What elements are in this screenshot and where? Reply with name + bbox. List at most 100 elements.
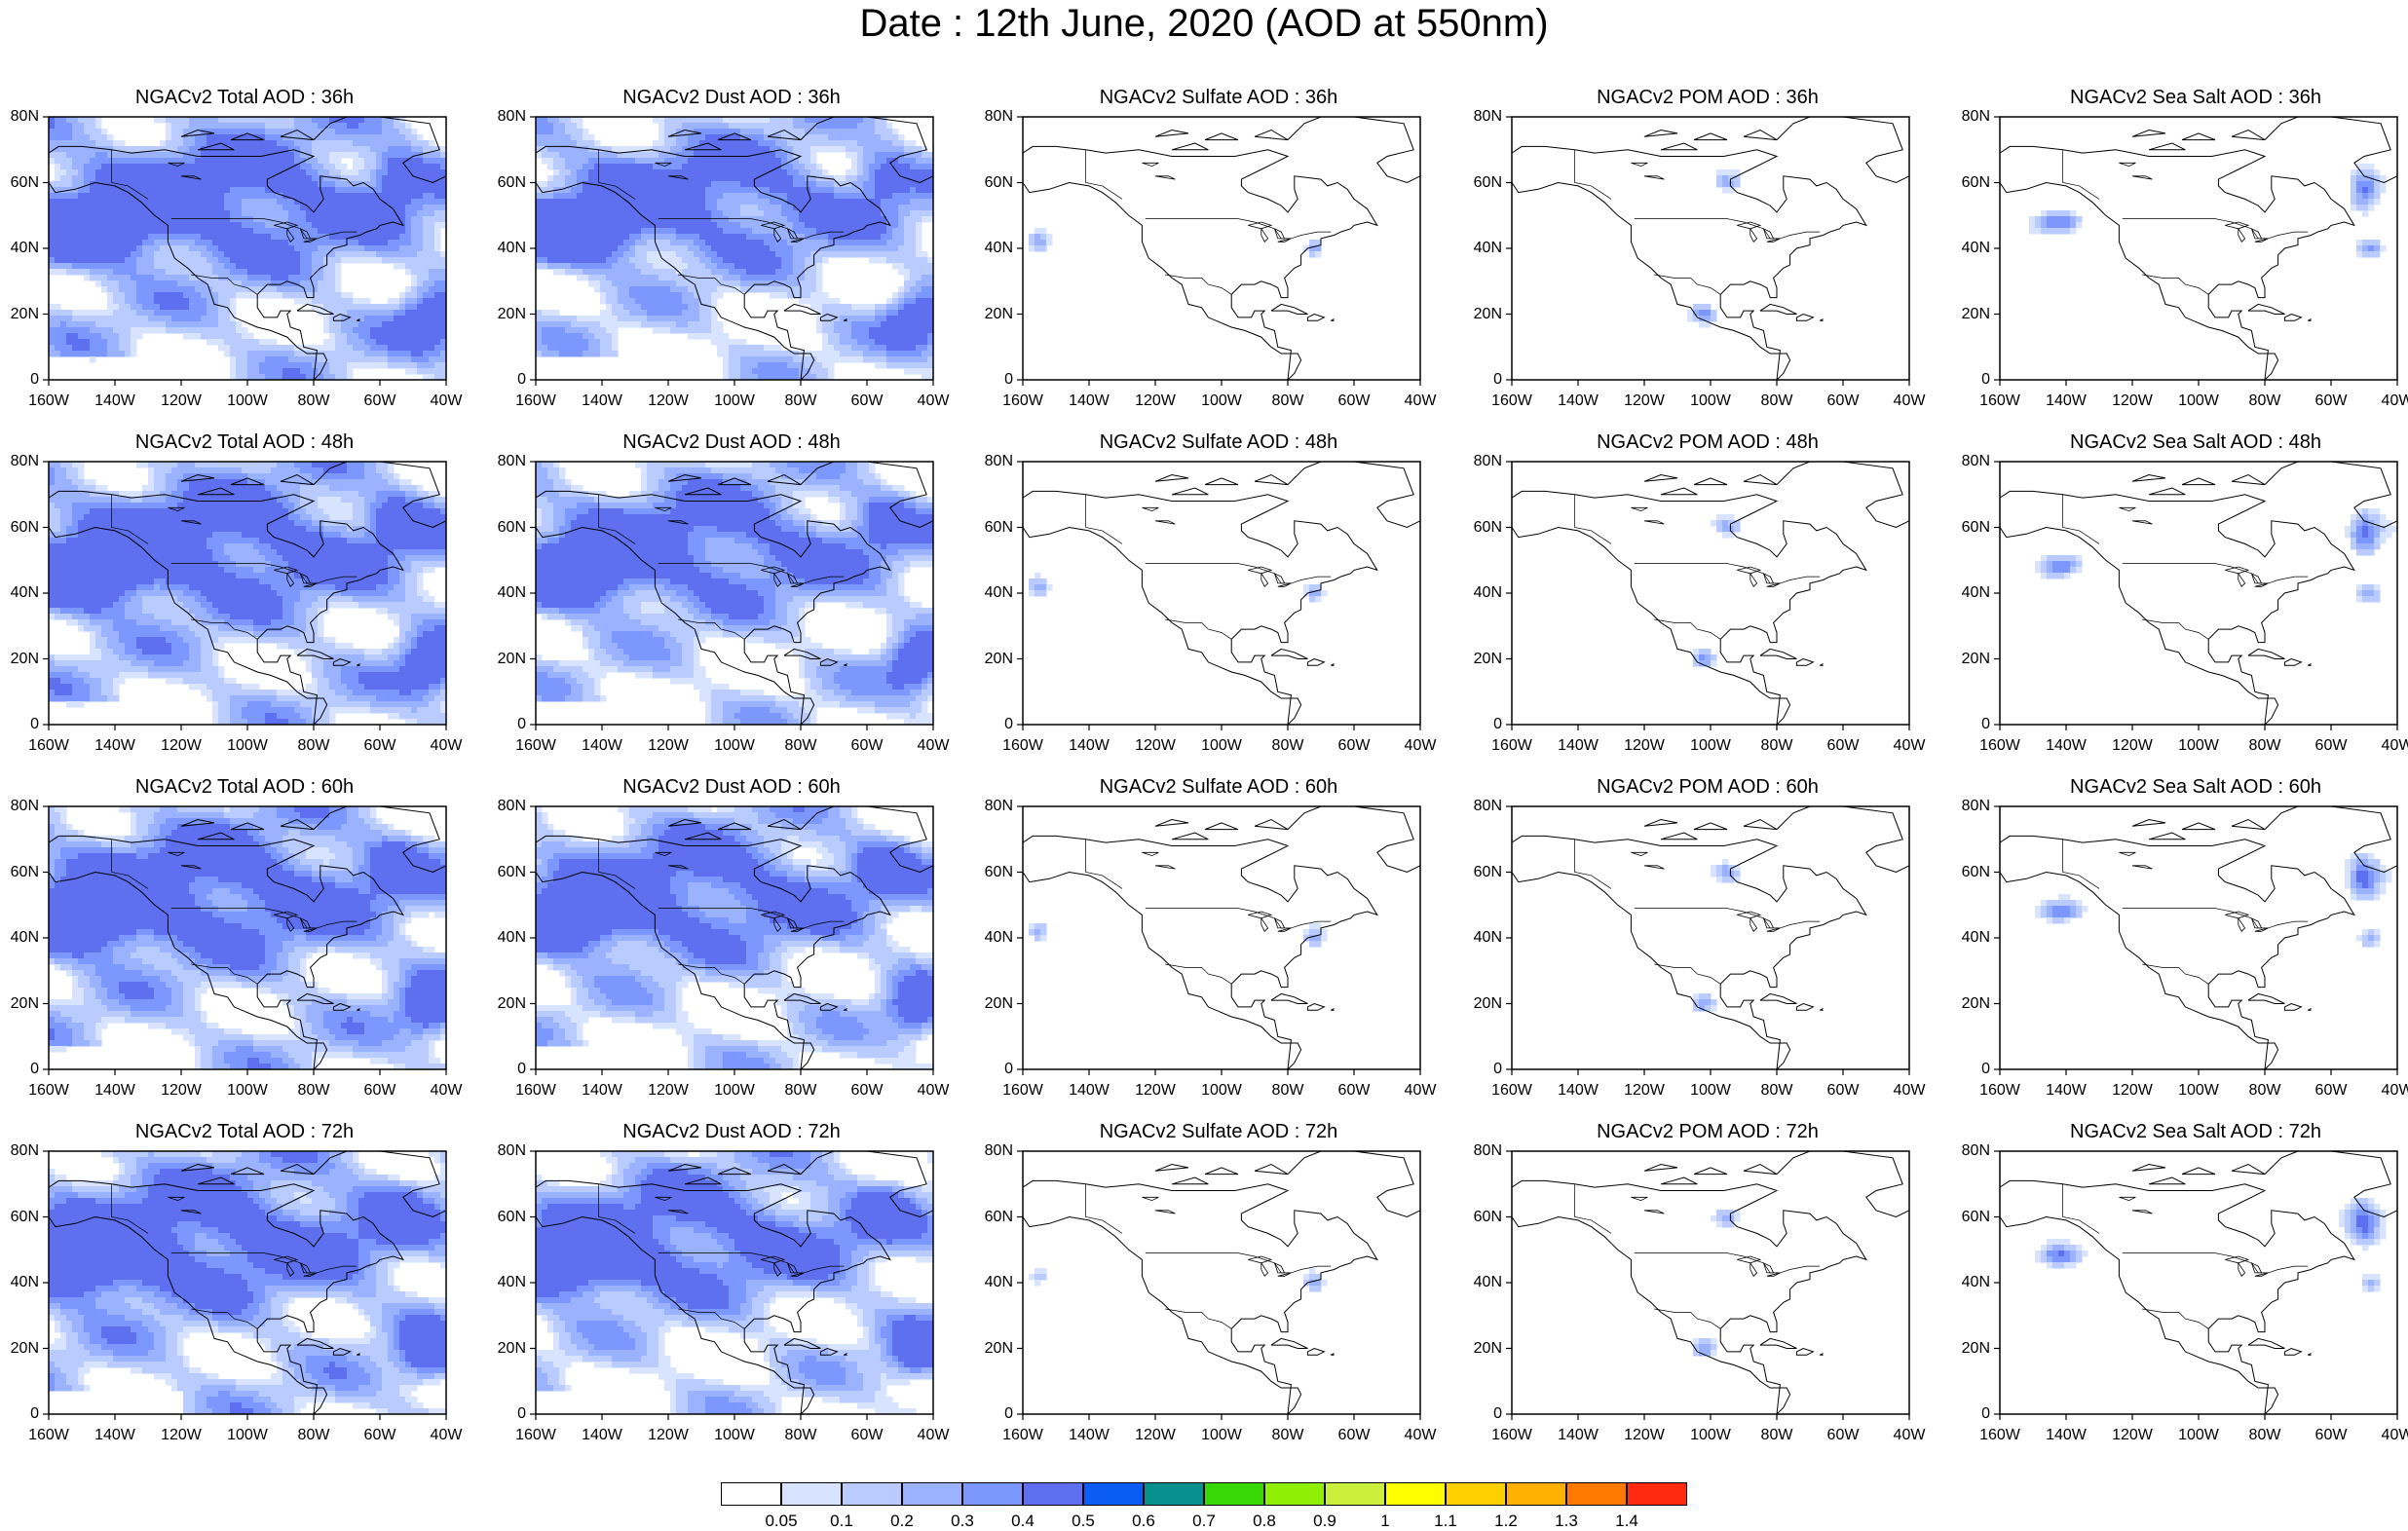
- lat-tick-label: 80N: [487, 799, 526, 814]
- coastline: [1759, 648, 1797, 659]
- coastline: [1022, 163, 1302, 381]
- coastline: [280, 818, 315, 831]
- lat-tick-label: 0: [487, 717, 526, 732]
- lat-tick-label: 40N: [1951, 1275, 1990, 1290]
- lake-outline: [1763, 1262, 1775, 1274]
- lon-tick-label: 140W: [578, 1428, 626, 1443]
- lat-tick-label: 80N: [487, 1143, 526, 1159]
- country-border: [191, 1308, 258, 1329]
- lat-tick-label: 80N: [1951, 799, 1990, 814]
- coastline: [667, 818, 702, 827]
- lon-tick-label: 120W: [644, 1428, 693, 1443]
- lat-tick-label: 0: [487, 1406, 526, 1422]
- map-panel-total-72h: NGACv2 Total AOD : 72h 0 20N 40N 60N 80N 160W 1…: [0, 1120, 487, 1466]
- lake-outline: [1750, 917, 1758, 932]
- lake-outline: [2254, 582, 2269, 587]
- lat-tick-label: 20N: [1463, 995, 1502, 1012]
- coastline: [717, 477, 752, 486]
- coastline: [667, 473, 702, 482]
- coastline: [296, 1337, 334, 1349]
- coastline: [332, 1347, 352, 1356]
- panel-title: NGACv2 Dust AOD : 60h: [533, 775, 930, 799]
- colorbar-label: 0.8: [1240, 1512, 1289, 1529]
- lake-outline: [761, 221, 786, 230]
- lat-tick-label: 0: [1463, 717, 1502, 732]
- coastline: [866, 461, 934, 529]
- coastline: [1171, 1176, 1209, 1185]
- lon-tick-label: 160W: [511, 1428, 560, 1443]
- country-border: [1145, 218, 1332, 240]
- lake-outline: [2251, 228, 2263, 240]
- colorbar-label: 0.3: [938, 1512, 987, 1529]
- coastline: [1204, 1167, 1239, 1176]
- aod-shading: [49, 117, 447, 381]
- lon-tick-label: 140W: [578, 393, 626, 409]
- lon-tick-label: 100W: [1197, 738, 1246, 754]
- coastline: [535, 1179, 891, 1415]
- coastline: [2181, 477, 2216, 486]
- coastline: [180, 473, 215, 482]
- country-border: [1165, 618, 1232, 640]
- lake-outline: [2238, 573, 2246, 587]
- lon-tick-label: 80W: [1752, 1083, 1801, 1099]
- coastline: [1999, 1197, 2279, 1415]
- panel-title: NGACv2 POM AOD : 48h: [1509, 430, 1906, 454]
- coastline: [1353, 1150, 1421, 1218]
- coastline: [1287, 805, 1322, 830]
- lon-tick-label: 60W: [843, 393, 891, 409]
- coastline: [296, 648, 334, 659]
- lon-tick-label: 60W: [1330, 1083, 1378, 1099]
- lake-outline: [1750, 573, 1758, 587]
- coastline: [48, 145, 404, 381]
- coastline: [717, 1167, 752, 1176]
- coastline: [356, 1008, 360, 1011]
- lon-tick-label: 80W: [1263, 1083, 1312, 1099]
- lon-tick-label: 80W: [776, 738, 825, 754]
- coastline: [1511, 1197, 1791, 1415]
- aod-map: [1994, 1150, 2398, 1420]
- lon-tick-label: 40W: [1885, 1428, 1934, 1443]
- panel-title: NGACv2 Sea Salt AOD : 36h: [1997, 86, 2394, 109]
- lake-outline: [1737, 566, 1762, 575]
- colorbar-swatch: [842, 1482, 902, 1506]
- lake-outline: [2119, 851, 2136, 857]
- lake-outline: [286, 573, 295, 587]
- map-panel-sulfate-48h: NGACv2 Sulfate AOD : 48h 0 20N 40N 60N 80N 160…: [974, 430, 1461, 776]
- lon-tick-label: 140W: [2042, 1083, 2090, 1099]
- panel-title: NGACv2 POM AOD : 60h: [1509, 775, 1906, 799]
- country-border: [1634, 218, 1821, 240]
- map-panel-pom-36h: NGACv2 POM AOD : 36h 0 20N 40N 60N 80N 160W 140…: [1463, 86, 1950, 431]
- lat-tick-label: 40N: [0, 930, 39, 946]
- lat-tick-label: 60N: [487, 1209, 526, 1225]
- coastline: [1776, 116, 1811, 140]
- lon-tick-label: 160W: [1975, 393, 2024, 409]
- aod-shading: [2029, 164, 2387, 258]
- coastline: [1254, 1163, 1289, 1176]
- coastline: [2330, 116, 2398, 184]
- lon-tick-label: 100W: [223, 1428, 272, 1443]
- coastline: [1511, 835, 1867, 1070]
- country-border: [1145, 1252, 1332, 1274]
- coastline: [1306, 1347, 1326, 1356]
- country-border: [678, 963, 745, 985]
- colorbar-swatch: [1566, 1482, 1627, 1506]
- coastline: [1270, 1337, 1308, 1349]
- lon-tick-label: 160W: [1487, 738, 1536, 754]
- panel-title: NGACv2 Total AOD : 72h: [46, 1120, 443, 1143]
- map-panel-dust-36h: NGACv2 Dust AOD : 36h 0 20N 40N 60N 80N 160W 14…: [487, 86, 974, 431]
- lon-tick-label: 40W: [909, 393, 958, 409]
- coastline: [1270, 303, 1308, 315]
- lake-outline: [286, 917, 295, 932]
- lon-tick-label: 160W: [1975, 738, 2024, 754]
- coastline: [1287, 1150, 1322, 1175]
- coastline: [1204, 477, 1239, 486]
- lat-tick-label: 20N: [487, 1340, 526, 1357]
- colorbar-swatch: [1264, 1482, 1325, 1506]
- lon-tick-label: 100W: [1686, 738, 1735, 754]
- lake-outline: [1763, 917, 1775, 929]
- lat-tick-label: 40N: [1951, 241, 1990, 256]
- lat-tick-label: 0: [0, 1062, 39, 1077]
- lake-outline: [655, 851, 672, 857]
- country-border: [2142, 274, 2209, 295]
- aod-shading: [536, 1151, 934, 1415]
